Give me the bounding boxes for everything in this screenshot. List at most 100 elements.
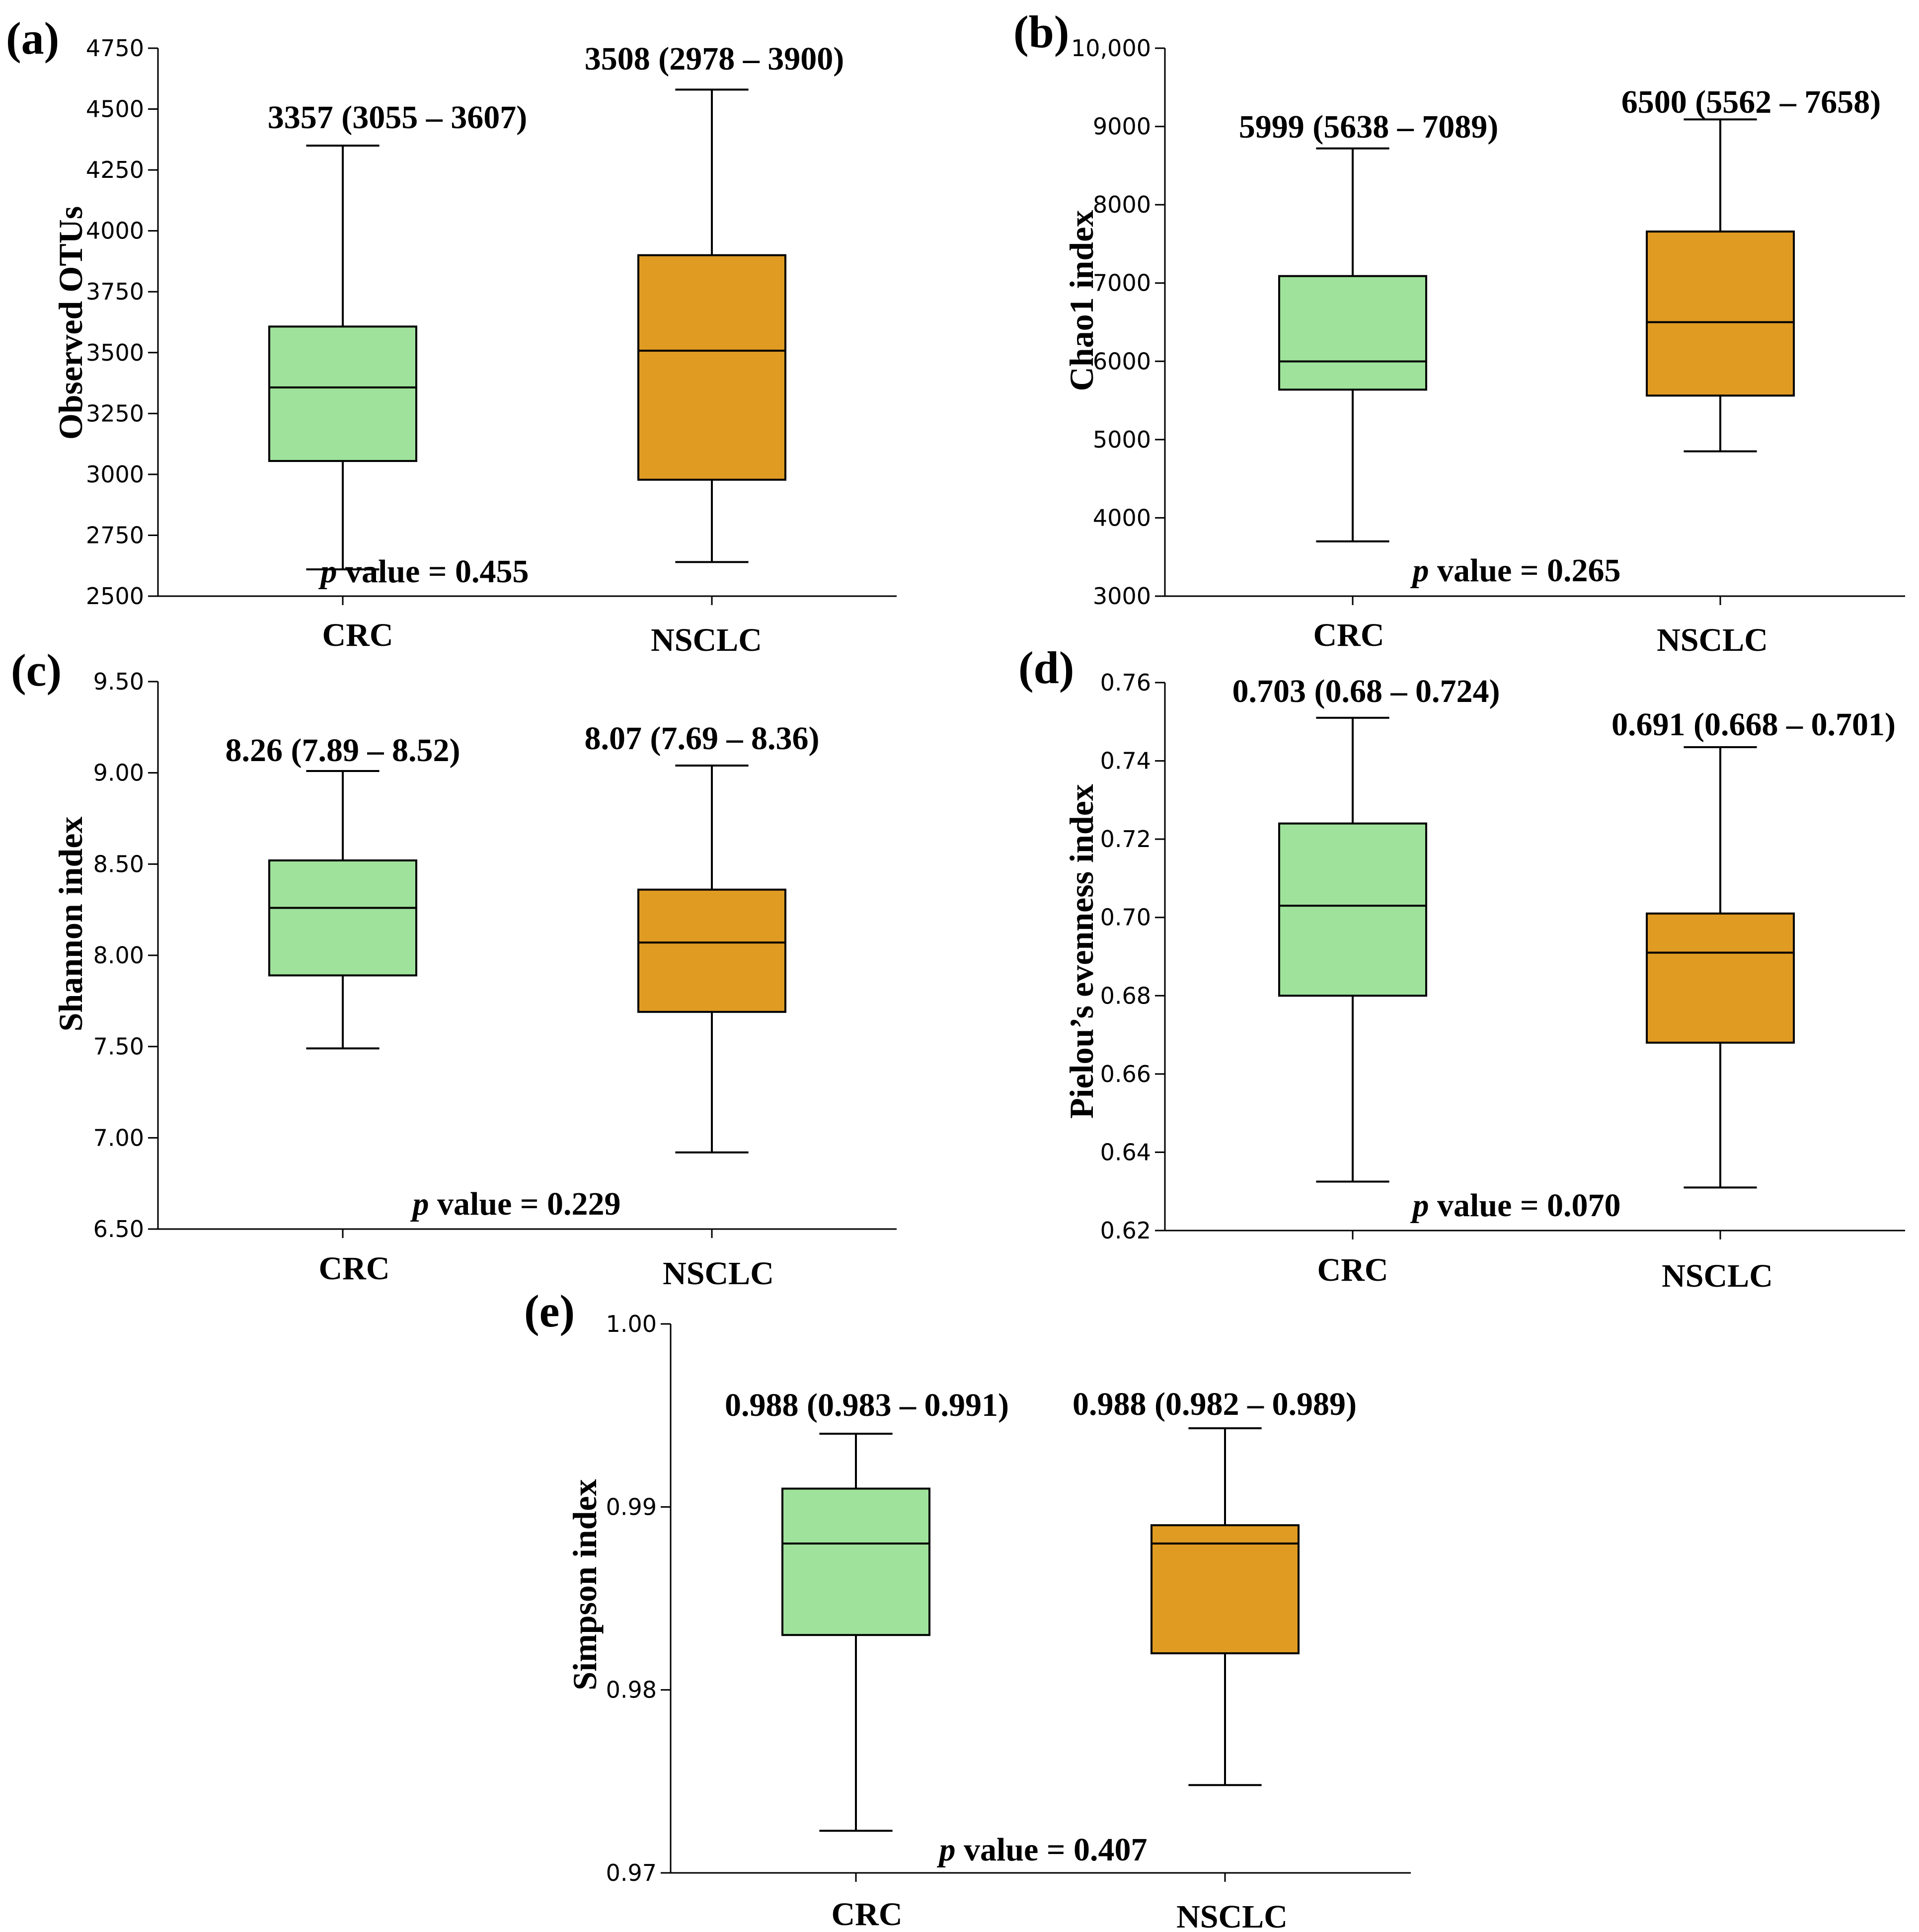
box-nsclc: 8.07 (7.69 – 8.36) [585, 720, 820, 1238]
y-axis-label: Chao1 index [1063, 210, 1100, 391]
y-tick-label: 5000 [1093, 426, 1151, 453]
p-value-annotation: p value = 0.265 [1410, 552, 1621, 589]
y-tick-label: 2750 [86, 522, 144, 548]
y-tick-label: 0.74 [1100, 748, 1151, 774]
y-tick-label: 0.64 [1100, 1139, 1151, 1165]
x-category-label: CRC [1313, 617, 1384, 653]
y-tick-label: 0.99 [606, 1493, 657, 1520]
panel-5: (e) 0.97 0.98 0.99 1.00 Simpson index 0.988 (0… [524, 1286, 1411, 1932]
p-value-annotation: p value = 0.229 [410, 1186, 621, 1222]
p-symbol: p [410, 1186, 429, 1222]
iqr-box [268, 325, 417, 462]
y-tick-label: 0.98 [606, 1677, 657, 1703]
p-value-text: value = 0.070 [1429, 1187, 1621, 1224]
y-tick-label: 8000 [1093, 191, 1151, 218]
x-category-label: NSCLC [1662, 1258, 1773, 1294]
y-tick-label: 0.68 [1100, 982, 1151, 1009]
y-tick-label: 9000 [1093, 113, 1151, 140]
summary-label: 6500 (5562 – 7658) [1621, 84, 1881, 120]
y-tick-label: 7.00 [93, 1124, 144, 1151]
x-category-label: CRC [1317, 1252, 1388, 1288]
p-value-annotation: p value = 0.455 [318, 553, 529, 590]
summary-label: 3508 (2978 – 3900) [585, 41, 844, 77]
panel-letter: (c) [11, 645, 62, 696]
y-tick-label: 8.00 [93, 942, 144, 969]
p-value-text: value = 0.407 [956, 1832, 1148, 1868]
box-crc: 8.26 (7.89 – 8.52) [226, 732, 461, 1238]
iqr-box [637, 254, 786, 481]
x-category-label: CRC [322, 617, 393, 653]
y-tick-label: 3250 [86, 400, 144, 427]
y-tick-label: 6000 [1093, 348, 1151, 375]
x-category-label: NSCLC [1657, 622, 1768, 658]
p-value-text: value = 0.265 [1429, 552, 1621, 589]
panel-1: (a) 2500 2750 3000 3250 3500 3750 4000 4250 4500 4… [6, 13, 897, 658]
p-symbol: p [1410, 1187, 1429, 1224]
y-tick-label: 3000 [86, 461, 144, 488]
summary-label: 5999 (5638 – 7089) [1239, 109, 1498, 145]
y-tick-label: 4500 [86, 96, 144, 123]
y-tick-label: 9.00 [93, 760, 144, 786]
iqr-box [781, 1487, 930, 1636]
y-tick-label: 7000 [1093, 270, 1151, 297]
panel-letter: (a) [6, 13, 59, 64]
iqr-box [1278, 822, 1427, 997]
box-crc: 0.703 (0.68 – 0.724) [1232, 673, 1500, 1239]
x-category-label: CRC [832, 1896, 903, 1932]
y-tick-label: 4250 [86, 156, 144, 183]
summary-label: 3357 (3055 – 3607) [268, 99, 527, 136]
y-tick-label: 3750 [86, 278, 144, 305]
y-tick-label: 2500 [86, 583, 144, 610]
p-value-annotation: p value = 0.407 [937, 1832, 1148, 1868]
y-axis-label: Simpson index [566, 1479, 604, 1690]
x-category-label: CRC [319, 1250, 390, 1287]
summary-label: 0.691 (0.668 – 0.701) [1612, 706, 1896, 743]
p-value-text: value = 0.229 [429, 1186, 621, 1222]
y-tick-label: 4000 [1093, 504, 1151, 531]
panel-letter: (e) [524, 1286, 575, 1336]
y-tick-label: 0.66 [1100, 1061, 1151, 1087]
y-tick-label: 8.50 [93, 850, 144, 877]
panel-letter: (b) [1013, 6, 1069, 57]
p-symbol: p [937, 1832, 956, 1868]
y-tick-label: 0.70 [1100, 904, 1151, 931]
iqr-box [1646, 912, 1795, 1044]
y-tick-label: 0.97 [606, 1859, 657, 1886]
panel-letter: (d) [1018, 642, 1074, 693]
y-tick-label: 1.00 [606, 1311, 657, 1337]
y-tick-label: 10,000 [1071, 35, 1151, 62]
y-axis-label: Observed OTUs [52, 206, 89, 440]
p-value-annotation: p value = 0.070 [1410, 1187, 1621, 1224]
panel-3: (c) 6.50 7.00 7.50 8.00 8.50 9.00 9.50 Shannon i… [11, 645, 897, 1292]
box-nsclc: 3508 (2978 – 3900) [585, 41, 844, 605]
p-symbol: p [318, 553, 337, 590]
iqr-box [1278, 275, 1427, 391]
box-nsclc: 6500 (5562 – 7658) [1621, 84, 1881, 605]
summary-label: 0.703 (0.68 – 0.724) [1232, 673, 1500, 709]
y-tick-label: 3000 [1093, 583, 1151, 610]
box-crc: 5999 (5638 – 7089) [1239, 109, 1498, 605]
summary-label: 8.07 (7.69 – 8.36) [585, 720, 820, 757]
x-category-label: NSCLC [651, 622, 762, 658]
summary-label: 8.26 (7.89 – 8.52) [226, 732, 461, 769]
box-nsclc: 0.691 (0.668 – 0.701) [1612, 706, 1896, 1239]
x-category-label: NSCLC [663, 1255, 774, 1292]
x-category-label: NSCLC [1176, 1899, 1288, 1932]
panel-2: (b) 3000 4000 5000 6000 7000 8000 9000 10,000 Cha… [1013, 6, 1905, 658]
y-tick-label: 0.76 [1100, 669, 1151, 696]
p-value-text: value = 0.455 [337, 553, 529, 590]
box-crc: 0.988 (0.983 – 0.991) [725, 1387, 1009, 1882]
y-tick-label: 4750 [86, 35, 144, 62]
y-axis-label: Pielou’s evenness index [1063, 784, 1100, 1119]
iqr-box [268, 859, 417, 977]
box-crc: 3357 (3055 – 3607) [268, 99, 527, 605]
y-tick-label: 7.50 [93, 1033, 144, 1060]
y-axis-label: Shannon index [52, 817, 89, 1032]
y-tick-label: 0.62 [1100, 1217, 1151, 1244]
y-tick-label: 6.50 [93, 1216, 144, 1242]
summary-label: 0.988 (0.983 – 0.991) [725, 1387, 1009, 1423]
y-tick-label: 9.50 [93, 668, 144, 695]
y-tick-label: 4000 [86, 218, 144, 244]
summary-label: 0.988 (0.982 – 0.989) [1073, 1386, 1357, 1422]
